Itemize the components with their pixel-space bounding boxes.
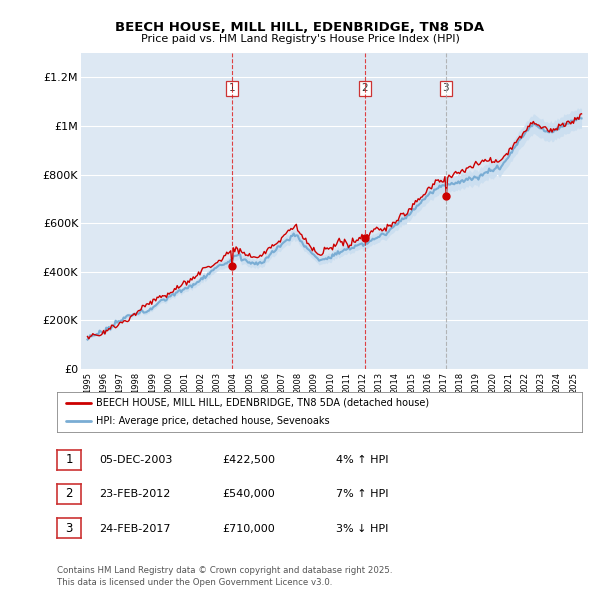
Text: 2: 2 <box>362 83 368 93</box>
Text: 1: 1 <box>65 453 73 466</box>
Text: £422,500: £422,500 <box>222 455 275 465</box>
Text: 3: 3 <box>443 83 449 93</box>
Text: Contains HM Land Registry data © Crown copyright and database right 2025.
This d: Contains HM Land Registry data © Crown c… <box>57 566 392 587</box>
Text: 3% ↓ HPI: 3% ↓ HPI <box>336 524 388 533</box>
Text: 3: 3 <box>65 522 73 535</box>
Text: 23-FEB-2012: 23-FEB-2012 <box>99 490 170 499</box>
Text: 4% ↑ HPI: 4% ↑ HPI <box>336 455 389 465</box>
Text: £710,000: £710,000 <box>222 524 275 533</box>
Text: 7% ↑ HPI: 7% ↑ HPI <box>336 490 389 499</box>
Text: 1: 1 <box>229 83 235 93</box>
Text: Price paid vs. HM Land Registry's House Price Index (HPI): Price paid vs. HM Land Registry's House … <box>140 34 460 44</box>
Text: BEECH HOUSE, MILL HILL, EDENBRIDGE, TN8 5DA (detached house): BEECH HOUSE, MILL HILL, EDENBRIDGE, TN8 … <box>97 398 430 408</box>
Text: 05-DEC-2003: 05-DEC-2003 <box>99 455 172 465</box>
Text: 24-FEB-2017: 24-FEB-2017 <box>99 524 170 533</box>
Text: HPI: Average price, detached house, Sevenoaks: HPI: Average price, detached house, Seve… <box>97 416 330 426</box>
Text: 2: 2 <box>65 487 73 500</box>
Text: £540,000: £540,000 <box>222 490 275 499</box>
Text: BEECH HOUSE, MILL HILL, EDENBRIDGE, TN8 5DA: BEECH HOUSE, MILL HILL, EDENBRIDGE, TN8 … <box>115 21 485 34</box>
